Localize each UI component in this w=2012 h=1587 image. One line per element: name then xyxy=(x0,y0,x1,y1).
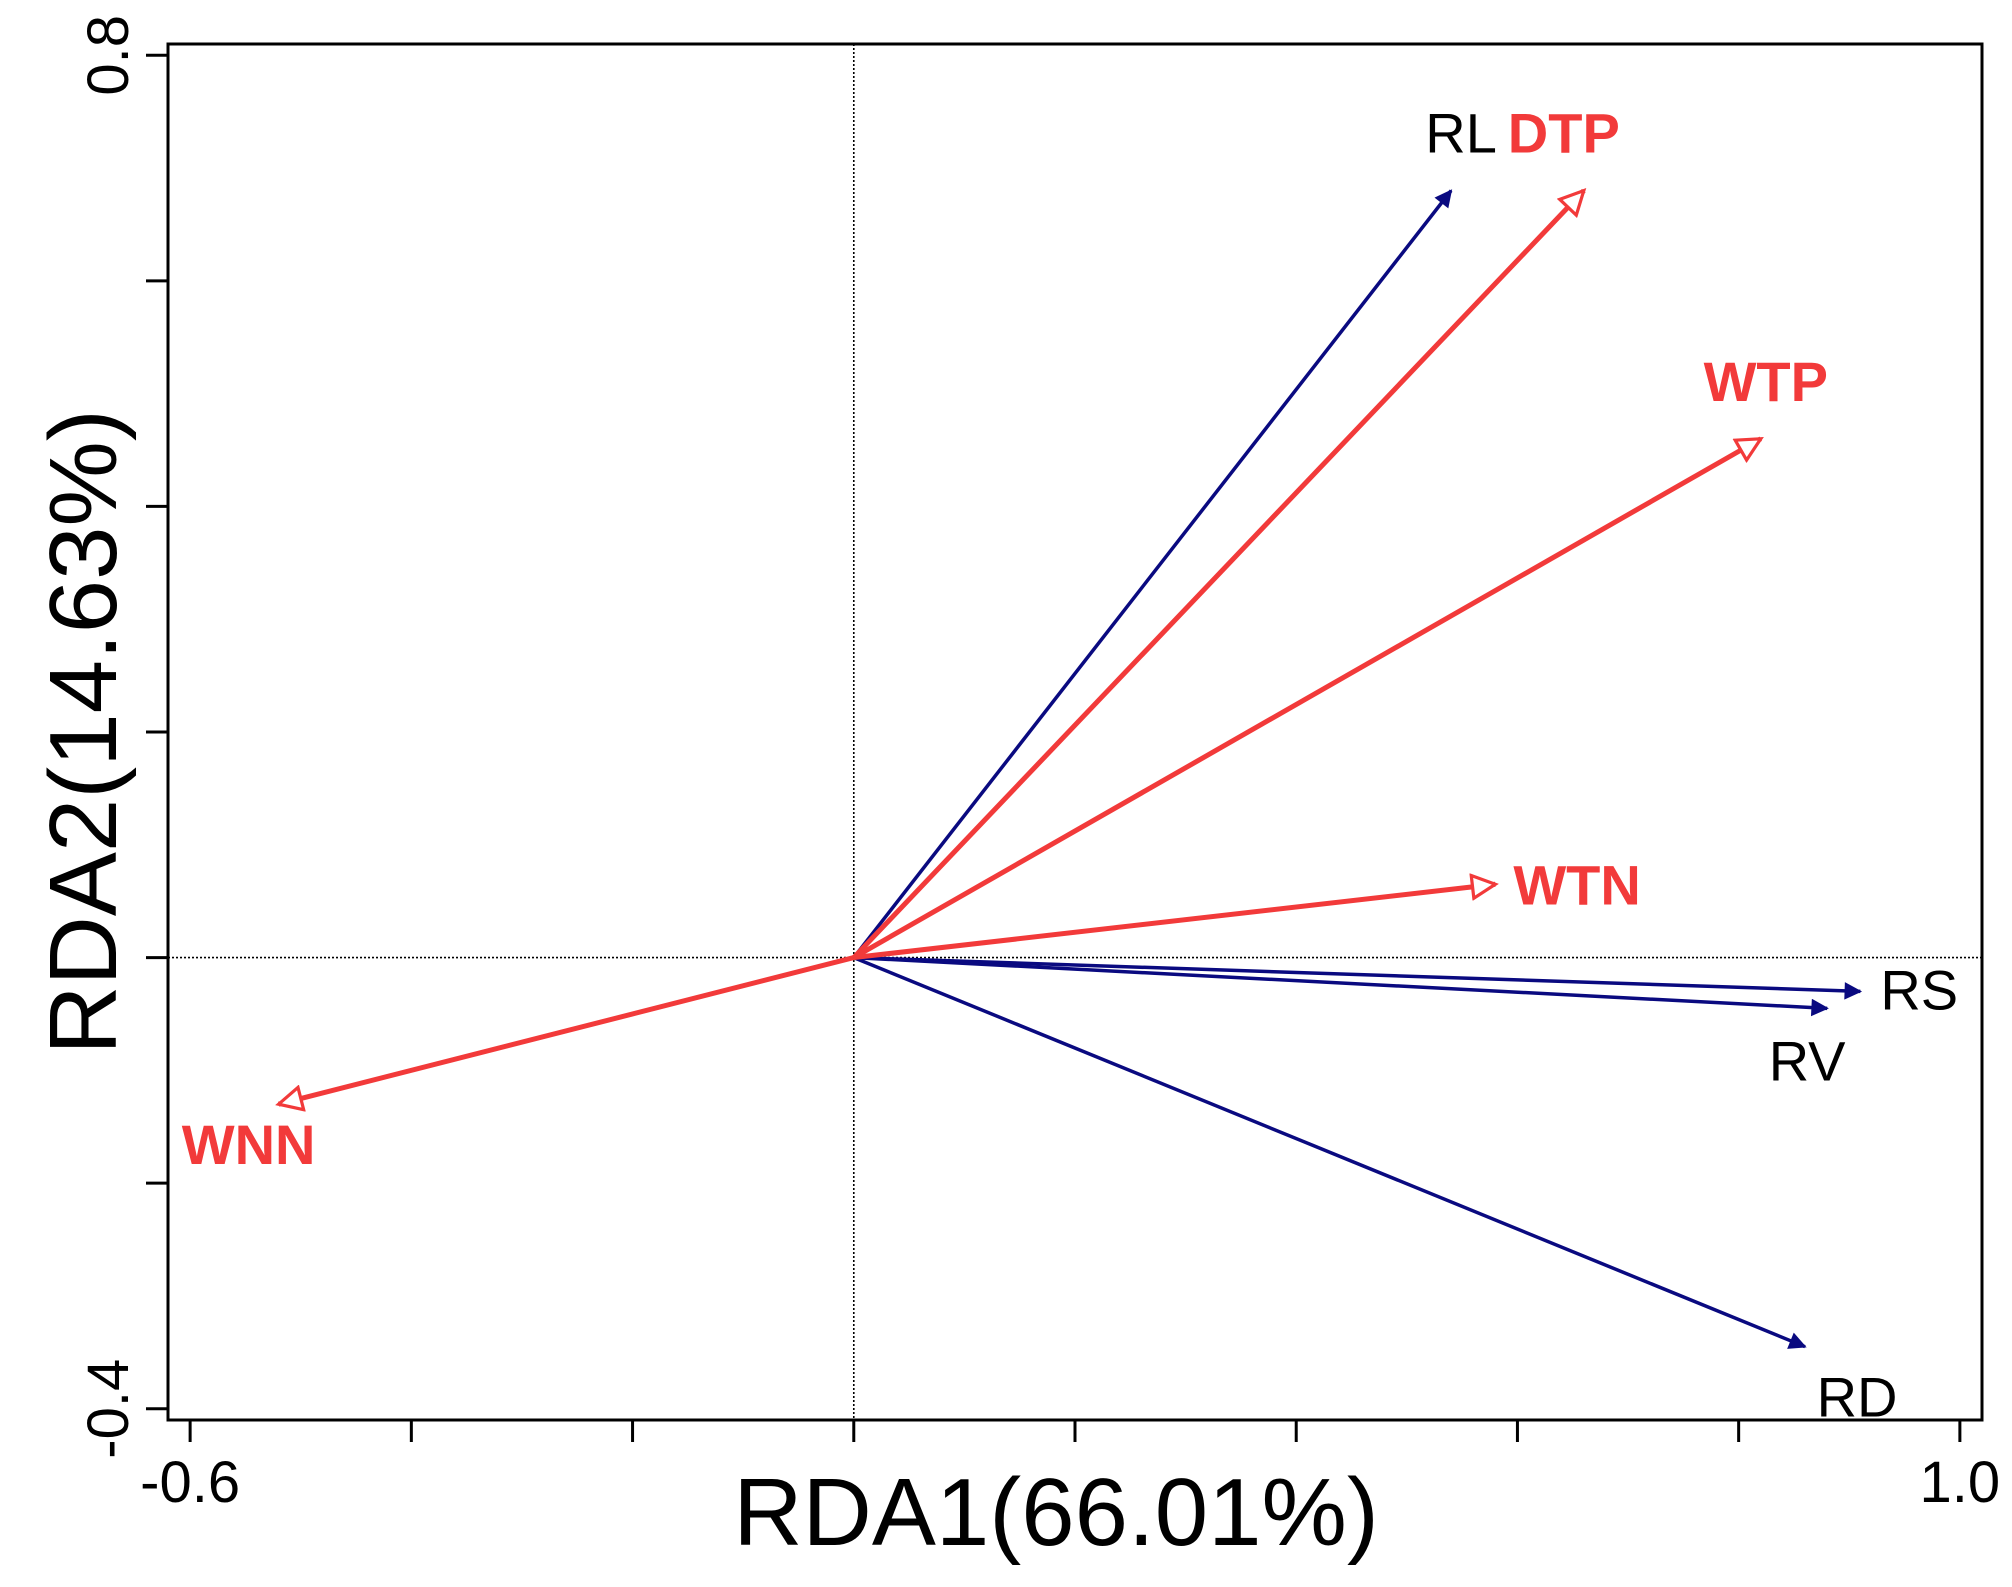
plot-frame xyxy=(166,42,1984,1422)
x-tick-label: -0.6 xyxy=(140,1450,240,1515)
vector-rs-label: RS xyxy=(1880,958,1958,1021)
vector-wnn-label: WNN xyxy=(182,1113,316,1176)
vector-rl-arrow xyxy=(852,189,1453,959)
vector-wnn-arrow xyxy=(279,955,855,1105)
vector-wtp-arrow xyxy=(852,436,1761,960)
vector-wtn-label: WTN xyxy=(1513,853,1641,916)
reference-lines xyxy=(168,44,1982,1420)
x-tick-label: 1.0 xyxy=(1920,1450,2001,1515)
biplot-vectors xyxy=(279,189,1863,1349)
vector-rv-label: RV xyxy=(1769,1029,1846,1092)
y-tick-label: 0.8 xyxy=(76,15,141,96)
vector-rv-arrow xyxy=(853,955,1829,1017)
x-axis-ticks: -0.6 1.0 xyxy=(140,1420,2000,1515)
vector-rd-label: RD xyxy=(1817,1366,1898,1429)
vector-rs-arrow xyxy=(853,955,1863,1000)
vector-rl-label: RL xyxy=(1425,102,1497,165)
x-axis-title: RDA1(66.01%) xyxy=(733,1459,1379,1566)
vector-rd-arrow xyxy=(853,955,1807,1349)
y-axis-title: RDA2(14.63%) xyxy=(30,409,137,1055)
vector-wtp-label: WTP xyxy=(1704,350,1828,413)
vector-wtn-arrow xyxy=(853,884,1496,961)
y-axis-ticks: 0.8 -0.4 xyxy=(76,15,168,1459)
biplot-vector-labels: RL RS RV RD DTP WTP WTN WNN xyxy=(182,102,1958,1429)
vector-dtp-label: DTP xyxy=(1508,102,1620,165)
vector-dtp-arrow xyxy=(851,191,1584,960)
y-tick-label: -0.4 xyxy=(76,1359,141,1459)
